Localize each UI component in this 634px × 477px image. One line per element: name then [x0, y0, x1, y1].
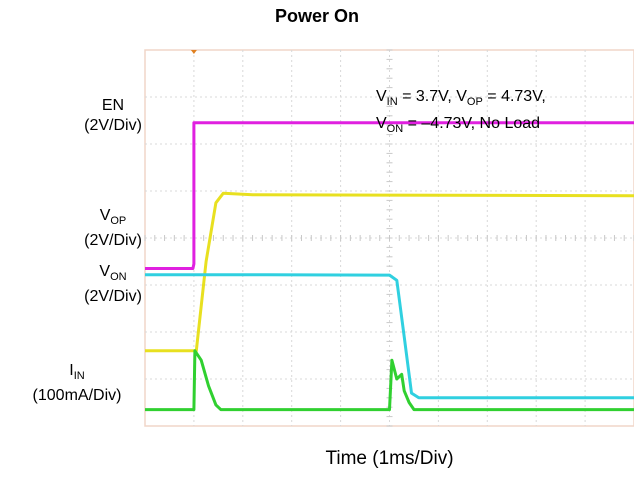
chart-title: Power On	[274, 6, 359, 26]
trace-en	[145, 121, 634, 270]
x-axis-label: Time (1ms/Div)	[325, 448, 454, 469]
channel-label-en: EN (2V/Div)	[78, 96, 148, 136]
annot-vop-sub: OP	[466, 96, 483, 109]
annot-vop-main: V	[456, 88, 467, 105]
channel-label-von-sub: ON	[110, 271, 127, 284]
channel-label-en-unit: (2V/Div)	[84, 117, 142, 134]
annot-vop-value: = 4.73V,	[482, 88, 546, 105]
channel-label-von-unit: (2V/Div)	[84, 288, 142, 306]
channel-label-iin-unit: (100mA/Div)	[32, 387, 122, 405]
channel-label-vop-sub: OP	[110, 215, 127, 228]
annot-von-main: V	[376, 115, 387, 133]
channel-label-en-main: EN	[101, 97, 125, 114]
annot-vin-main: V	[376, 88, 387, 105]
conditions-annotation: VIN = 3.7V, VOP = 4.73V, VON = –4.73V, N…	[376, 86, 546, 140]
annot-vin-value: = 3.7V,	[397, 88, 457, 105]
annot-von-value: = –4.73V, No Load	[403, 115, 541, 133]
trace-iin	[145, 349, 634, 412]
annotation-line-2: VON = –4.73V, No Load	[376, 113, 546, 140]
channel-label-vop-unit: (2V/Div)	[84, 232, 142, 250]
channel-label-iin-main: I	[69, 362, 74, 379]
channel-label-vop: VOP (2V/Div)	[78, 206, 148, 251]
annot-vin-sub: IN	[386, 96, 398, 109]
annot-von-sub: ON	[386, 123, 404, 136]
channel-label-von-main: V	[99, 263, 111, 280]
trigger-marker	[190, 50, 197, 54]
channel-label-iin: IIN (100mA/Div)	[4, 361, 150, 406]
channel-label-iin-sub: IN	[73, 370, 85, 383]
annotation-line-1: VIN = 3.7V, VOP = 4.73V,	[376, 86, 546, 113]
channel-label-vop-main: V	[99, 207, 111, 224]
channel-label-von: VON (2V/Div)	[78, 262, 148, 307]
trace-von	[145, 273, 634, 400]
